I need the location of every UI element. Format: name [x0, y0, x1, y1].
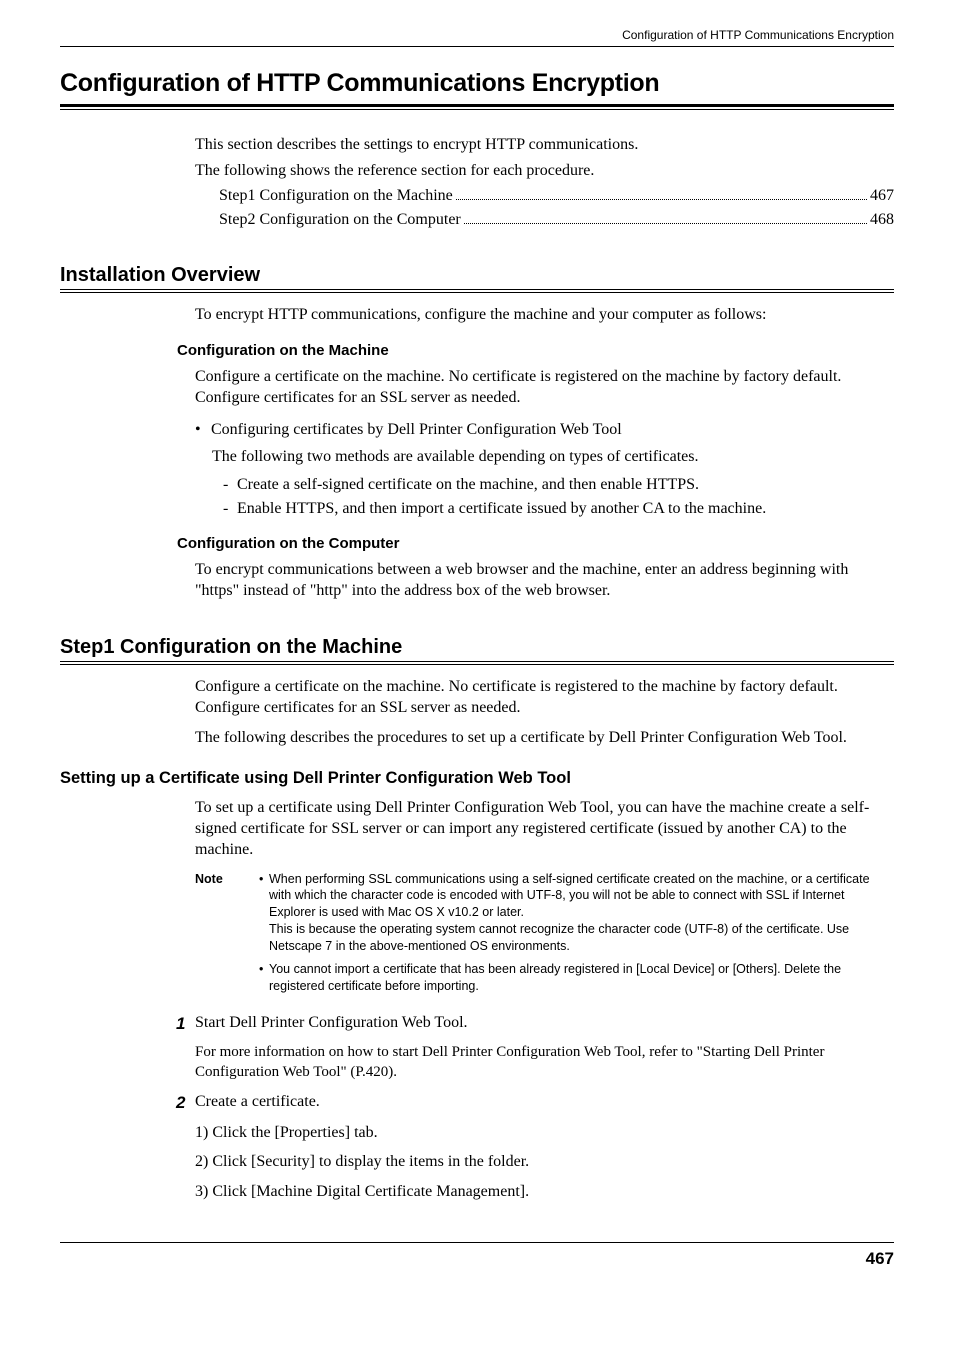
note-items: • When performing SSL communications usi…: [259, 871, 894, 1001]
title-rule: [60, 104, 894, 110]
step-substep: 2) Click [Security] to display the items…: [195, 1151, 894, 1173]
step-row: 1 Start Dell Printer Configuration Web T…: [176, 1013, 894, 1034]
bullet-item: • Configuring certificates by Dell Print…: [195, 419, 894, 441]
note-bullet-icon: •: [259, 961, 269, 995]
step-subtext: For more information on how to start Del…: [195, 1042, 894, 1083]
page-number: 467: [60, 1242, 894, 1269]
note-text: When performing SSL communications using…: [269, 871, 894, 955]
page-title: Configuration of HTTP Communications Enc…: [60, 69, 894, 102]
conf-computer-p1: To encrypt communications between a web …: [195, 560, 894, 602]
intro-block: This section describes the settings to e…: [195, 134, 894, 230]
dash-mark: -: [223, 498, 237, 520]
intro-p2: The following shows the reference sectio…: [195, 160, 894, 182]
note-item: • You cannot import a certificate that h…: [259, 961, 894, 995]
h2-rule: [60, 661, 894, 665]
step1-p1: Configure a certificate on the machine. …: [195, 677, 894, 719]
note-label: Note: [195, 871, 259, 1001]
step-substep: 3) Click [Machine Digital Certificate Ma…: [195, 1181, 894, 1203]
step1-p2: The following describes the procedures t…: [195, 728, 894, 749]
dash-mark: -: [223, 474, 237, 496]
toc-label: Step1 Configuration on the Machine: [219, 185, 453, 207]
step-number: 1: [176, 1013, 195, 1034]
note-block: Note • When performing SSL communication…: [195, 871, 894, 1001]
dash-text: Enable HTTPS, and then import a certific…: [237, 498, 766, 520]
toc-row: Step2 Configuration on the Computer 468: [219, 209, 894, 231]
toc-dots: [464, 211, 867, 224]
toc-page: 468: [870, 209, 894, 231]
step-substep: 1) Click the [Properties] tab.: [195, 1122, 894, 1144]
conf-machine-p1: Configure a certificate on the machine. …: [195, 367, 894, 409]
toc-page: 467: [870, 185, 894, 207]
dash-item: - Create a self-signed certificate on th…: [223, 474, 894, 496]
h2-rule: [60, 289, 894, 293]
bullet-subtext: The following two methods are available …: [212, 446, 894, 468]
toc-row: Step1 Configuration on the Machine 467: [219, 185, 894, 207]
step-text: Create a certificate.: [195, 1092, 894, 1113]
h2-installation-overview: Installation Overview: [60, 264, 894, 287]
h3-setting-cert: Setting up a Certificate using Dell Prin…: [60, 769, 894, 788]
h3-conf-machine: Configuration on the Machine: [177, 342, 894, 359]
step-number: 2: [176, 1092, 195, 1113]
note-item: • When performing SSL communications usi…: [259, 871, 894, 955]
note-text: You cannot import a certificate that has…: [269, 961, 894, 995]
toc-label: Step2 Configuration on the Computer: [219, 209, 461, 231]
intro-p1: This section describes the settings to e…: [195, 134, 894, 156]
h3-conf-computer: Configuration on the Computer: [177, 535, 894, 552]
note-bullet-icon: •: [259, 871, 269, 955]
dash-item: - Enable HTTPS, and then import a certif…: [223, 498, 894, 520]
running-header: Configuration of HTTP Communications Enc…: [60, 28, 894, 47]
overview-p1: To encrypt HTTP communications, configur…: [195, 305, 894, 326]
toc-dots: [456, 187, 867, 200]
step-text: Start Dell Printer Configuration Web Too…: [195, 1013, 894, 1034]
bullet-mark: •: [195, 419, 211, 441]
dash-text: Create a self-signed certificate on the …: [237, 474, 699, 496]
setting-cert-p1: To set up a certificate using Dell Print…: [195, 798, 894, 860]
bullet-text: Configuring certificates by Dell Printer…: [211, 419, 622, 441]
step-row: 2 Create a certificate.: [176, 1092, 894, 1113]
h2-step1: Step1 Configuration on the Machine: [60, 636, 894, 659]
